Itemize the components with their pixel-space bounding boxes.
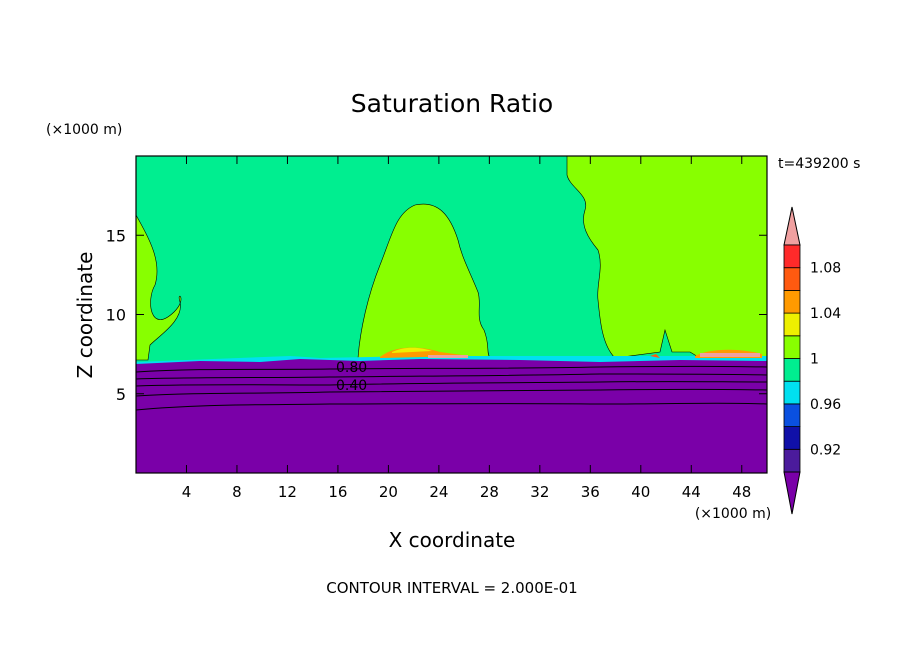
warm-spot-3-core — [700, 353, 760, 357]
x-tick-label: 48 — [732, 483, 751, 501]
y-axis-ticks: 5 10 15 — [106, 226, 767, 404]
warm-spot-2 — [428, 355, 468, 358]
x-tick-label: 4 — [182, 483, 192, 501]
colorbar-tick-label: 1 — [810, 352, 819, 368]
warm-spot-1-core — [392, 347, 432, 353]
contour-label-080: 0.80 — [336, 360, 367, 376]
x-unit-label: (×1000 m) — [695, 506, 771, 522]
chart-title: Saturation Ratio — [351, 89, 553, 118]
colorbar: 0.92 0.96 1 1.04 1.08 — [783, 206, 841, 515]
colorbar-over-triangle — [783, 206, 801, 246]
central-cloud-region — [357, 203, 491, 359]
x-axis-ticks: 4 8 12 16 20 24 28 32 36 40 44 48 — [182, 156, 751, 501]
x-tick-label: 36 — [581, 483, 600, 501]
y-tick-label: 10 — [106, 306, 126, 325]
contour-line-020 — [135, 402, 768, 411]
colorbar-tick-label: 0.92 — [810, 442, 841, 458]
colorbar-segment — [783, 448, 801, 473]
contour-interval-note: CONTOUR INTERVAL = 2.000E-01 — [326, 579, 577, 597]
x-tick-label: 44 — [682, 483, 701, 501]
left-cloud-region — [135, 213, 182, 361]
x-tick-label: 32 — [530, 483, 549, 501]
y-axis-label: Z coordinate — [73, 252, 97, 379]
x-axis-label: X coordinate — [389, 528, 516, 552]
x-tick-label: 16 — [328, 483, 347, 501]
colorbar-segment — [783, 380, 801, 405]
contour-line-080 — [135, 373, 768, 380]
contour-label-040: 0.40 — [336, 378, 367, 394]
y-tick-label: 5 — [116, 385, 126, 404]
x-tick-label: 28 — [480, 483, 499, 501]
contour-line-060 — [135, 381, 768, 387]
time-label: t=439200 s — [778, 156, 860, 172]
warm-spot-4 — [650, 354, 660, 358]
x-tick-label: 20 — [379, 483, 398, 501]
x-tick-label: 40 — [631, 483, 650, 501]
x-tick-label: 24 — [429, 483, 448, 501]
colorbar-segment — [783, 426, 801, 450]
x-tick-label: 12 — [278, 483, 297, 501]
colorbar-segment — [783, 289, 801, 314]
y-unit-label: (×1000 m) — [46, 122, 122, 138]
colorbar-segment — [783, 335, 801, 359]
colorbar-under-triangle — [783, 471, 801, 515]
y-tick-label: 15 — [106, 226, 126, 245]
colorbar-segment — [783, 267, 801, 291]
colorbar-tick-label: 1.04 — [810, 306, 841, 322]
colorbar-tick-label: 0.96 — [810, 397, 841, 413]
contour-line-040 — [135, 388, 768, 397]
colorbar-tick-label: 1.08 — [810, 261, 841, 277]
colorbar-segment — [783, 312, 801, 337]
dry-layer — [136, 359, 767, 473]
contour-line-1 — [135, 365, 768, 373]
colorbar-segment — [783, 244, 801, 269]
x-tick-label: 8 — [232, 483, 242, 501]
plot-area: 0.80 0.40 — [135, 155, 768, 474]
colorbar-segment — [783, 403, 801, 427]
colorbar-segment — [783, 358, 801, 382]
